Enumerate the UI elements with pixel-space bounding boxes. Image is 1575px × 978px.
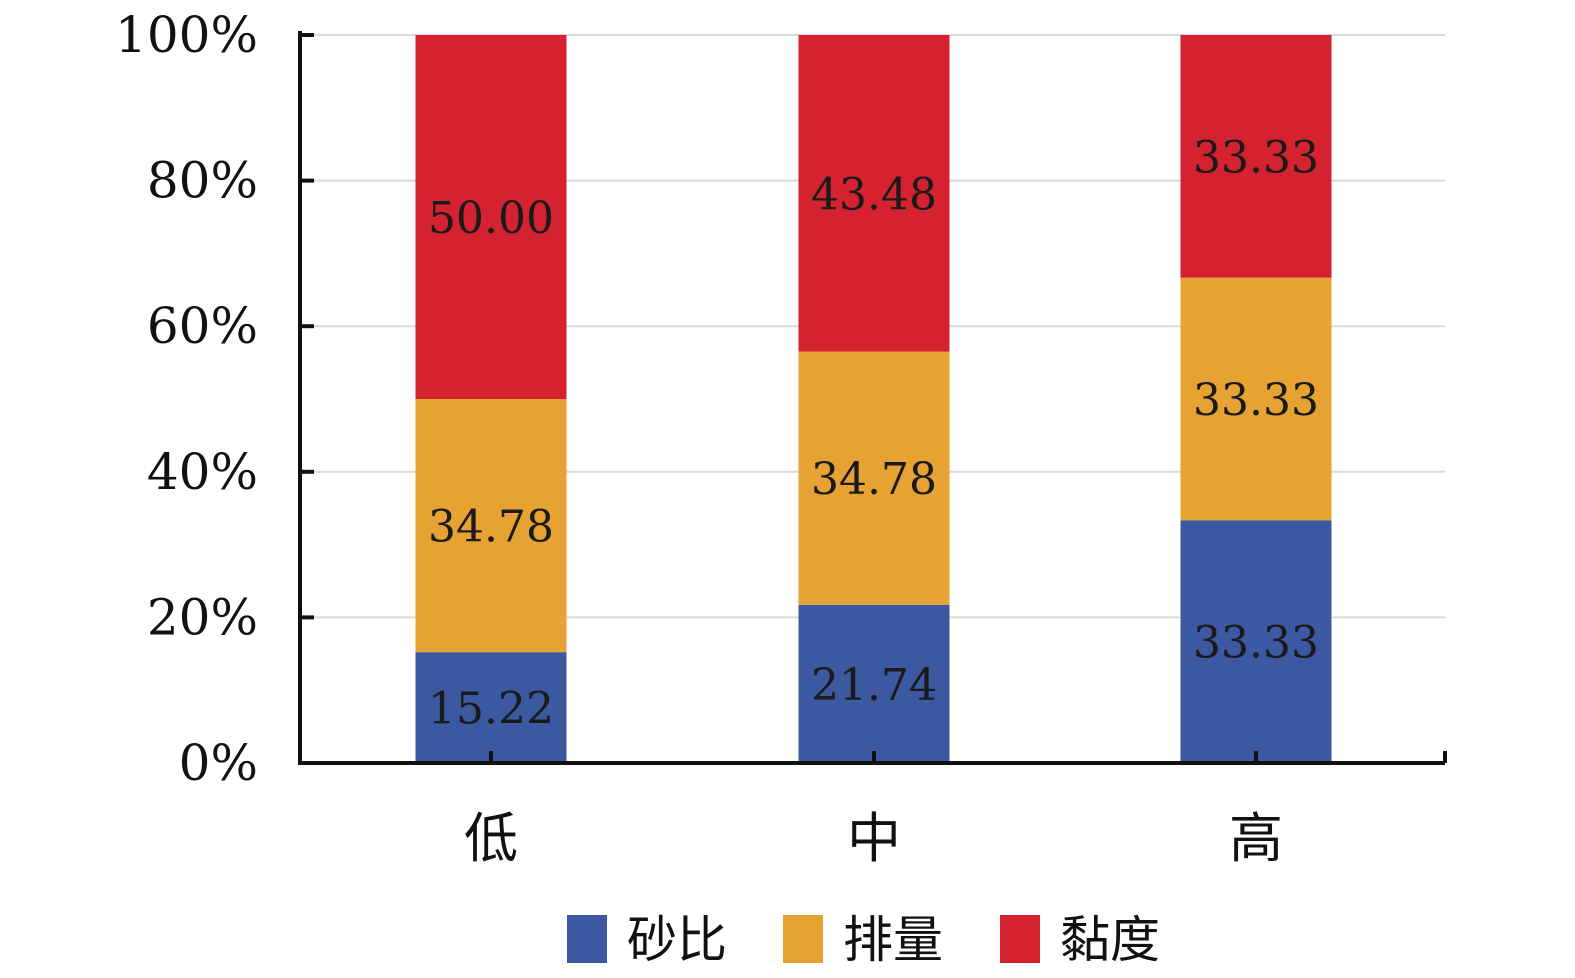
data-label: 50.00 xyxy=(428,193,554,244)
bar-segment xyxy=(415,35,567,399)
data-label: 34.78 xyxy=(428,502,554,553)
bar-segment xyxy=(798,351,950,605)
bar-segment xyxy=(1180,35,1332,278)
legend-swatch xyxy=(1000,915,1040,963)
x-tick-label: 低 xyxy=(464,807,518,870)
y-tick-label: 40% xyxy=(147,443,258,501)
bar-segment xyxy=(1180,277,1332,521)
data-label: 21.74 xyxy=(811,660,937,711)
y-tick-label: 20% xyxy=(147,588,258,646)
data-label: 33.33 xyxy=(1193,618,1319,669)
legend-label: 黏度 xyxy=(1060,911,1160,969)
bar-segment xyxy=(1180,520,1332,763)
bar-segment xyxy=(798,604,950,763)
bar-segment xyxy=(415,652,567,763)
legend-swatch xyxy=(783,915,823,963)
x-tick-label: 高 xyxy=(1229,807,1283,870)
legend: 砂比 排量 黏度 xyxy=(567,911,1160,969)
data-label: 43.48 xyxy=(811,169,937,220)
y-tick-label: 100% xyxy=(115,6,258,64)
data-label: 33.33 xyxy=(1193,375,1319,426)
bar-segment xyxy=(415,399,567,653)
x-tick-label: 中 xyxy=(847,807,901,870)
bar-segment xyxy=(798,35,950,352)
legend-label: 砂比 xyxy=(627,911,727,969)
data-label: 33.33 xyxy=(1193,132,1319,183)
bars xyxy=(415,35,1332,763)
y-tick-label: 60% xyxy=(147,297,258,355)
data-label: 34.78 xyxy=(811,454,937,505)
y-tick-label: 0% xyxy=(179,734,258,792)
axes: 0% 20% 40% 60% 80% 100% 低 中 高 xyxy=(115,6,1447,870)
legend-swatch xyxy=(567,915,607,963)
data-label: 15.22 xyxy=(428,684,554,735)
legend-label: 排量 xyxy=(843,911,943,969)
data-labels: 15.22 34.78 50.00 21.74 34.78 43.48 33.33 33.33… xyxy=(428,132,1319,734)
y-tick-label: 80% xyxy=(147,152,258,210)
